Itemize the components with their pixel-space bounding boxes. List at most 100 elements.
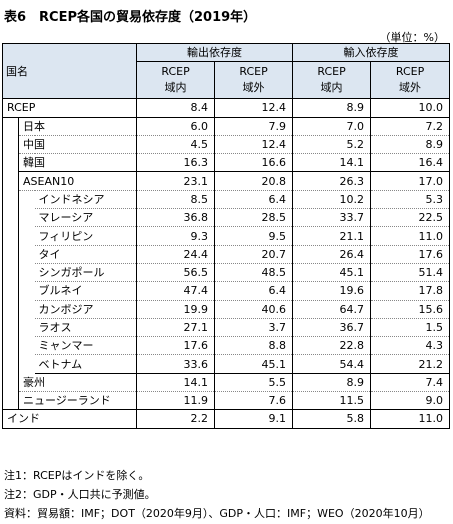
row-value: 11.0 [370, 226, 451, 246]
row-value: 15.6 [370, 300, 451, 319]
col-import-rcep-in: RCEP 域内 [292, 61, 372, 100]
row-value: 8.8 [214, 336, 294, 356]
table-row: ミャンマー 17.6 8.8 22.8 4.3 [2, 336, 451, 356]
table-row: カンボジア 19.9 40.6 64.7 15.6 [2, 300, 451, 319]
row-value: 33.7 [292, 208, 372, 228]
row-value: 36.7 [292, 318, 372, 338]
row-value: 7.0 [292, 117, 372, 136]
row-value: 33.6 [136, 354, 216, 374]
row-value: 19.6 [292, 281, 372, 301]
row-name: 豪州 [17, 373, 138, 393]
table-row: 日本 6.0 7.9 7.0 7.2 [2, 117, 451, 136]
row-value: 20.8 [214, 171, 294, 191]
row-value: 8.9 [370, 135, 451, 155]
row-value: 16.4 [370, 153, 451, 173]
row-value: 6.0 [136, 117, 216, 136]
col-import-rcep-out: RCEP 域外 [370, 61, 451, 100]
row-value: 1.5 [370, 318, 451, 338]
row-value: 5.3 [370, 190, 451, 210]
row-value: 45.1 [214, 354, 294, 374]
row-value: 20.7 [214, 245, 294, 264]
table-row: 豪州 14.1 5.5 8.9 7.4 [2, 373, 451, 393]
row-value: 4.3 [370, 336, 451, 356]
row-value: 8.9 [292, 98, 372, 118]
row-value: 5.8 [292, 409, 372, 429]
row-value: 7.2 [370, 117, 451, 136]
row-value: 54.4 [292, 354, 372, 374]
table-row: シンガポール 56.5 48.5 45.1 51.4 [2, 263, 451, 283]
row-value: 8.9 [292, 373, 372, 393]
row-value: 9.1 [214, 409, 294, 429]
table-row: インド 2.2 9.1 5.8 11.0 [1, 409, 451, 429]
row-value: 19.9 [136, 300, 216, 319]
row-name: RCEP [1, 98, 138, 118]
col-export-rcep-in: RCEP 域内 [136, 61, 216, 100]
row-name: 中国 [17, 135, 138, 155]
row-value: 26.4 [292, 245, 372, 264]
table-row: ニュージーランド 11.9 7.6 11.5 9.0 [2, 391, 451, 411]
row-name: 韓国 [17, 153, 138, 173]
table-row: マレーシア 36.8 28.5 33.7 22.5 [2, 208, 451, 228]
import-group-header: 輸入依存度 [292, 42, 451, 63]
notes: 注1：RCEPはインドを除く。 注2：GDP・人口共に予測値。 資料：貿易額：I… [4, 466, 430, 523]
row-value: 8.5 [136, 190, 216, 210]
row-value: 21.1 [292, 226, 372, 246]
row-value: 26.3 [292, 171, 372, 191]
table-row: インドネシア 8.5 6.4 10.2 5.3 [2, 190, 451, 210]
row-value: 28.5 [214, 208, 294, 228]
row-value: 23.1 [136, 171, 216, 191]
row-value: 8.4 [136, 98, 216, 118]
row-name: ラオス [34, 318, 138, 338]
row-value: 47.4 [136, 281, 216, 301]
export-group-header: 輸出依存度 [136, 42, 294, 63]
row-value: 3.7 [214, 318, 294, 338]
row-value: 17.0 [370, 171, 451, 191]
table-row: ブルネイ 47.4 6.4 19.6 17.8 [2, 281, 451, 301]
row-value: 11.5 [292, 391, 372, 411]
unit-label: （単位：%） [379, 31, 445, 44]
row-value: 21.2 [370, 354, 451, 374]
table-row: ASEAN10 23.1 20.8 26.3 17.0 [2, 171, 451, 191]
row-name: ASEAN10 [17, 171, 138, 191]
row-value: 36.8 [136, 208, 216, 228]
row-value: 56.5 [136, 263, 216, 283]
table-row: ラオス 27.1 3.7 36.7 1.5 [2, 318, 451, 338]
row-value: 10.0 [370, 98, 451, 118]
table-body: RCEP 8.4 12.4 8.9 10.0 日本 6.0 7.9 7.0 7.2 中国 4.5 12.… [1, 98, 451, 429]
row-name: ベトナム [34, 354, 138, 374]
row-value: 6.4 [214, 190, 294, 210]
table-row: 韓国 16.3 16.6 14.1 16.4 [2, 153, 451, 173]
row-value: 6.4 [214, 281, 294, 301]
row-name: インド [1, 409, 138, 429]
row-value: 22.8 [292, 336, 372, 356]
row-value: 7.4 [370, 373, 451, 393]
row-value: 5.5 [214, 373, 294, 393]
row-value: 9.5 [214, 226, 294, 246]
row-name: タイ [34, 245, 138, 264]
row-value: 51.4 [370, 263, 451, 283]
table-row: タイ 24.4 20.7 26.4 17.6 [2, 245, 451, 264]
row-value: 16.3 [136, 153, 216, 173]
table-row: フィリピン 9.3 9.5 21.1 11.0 [2, 226, 451, 246]
note-2: 注2：GDP・人口共に予測値。 [4, 488, 156, 501]
row-value: 17.8 [370, 281, 451, 301]
row-value: 14.1 [136, 373, 216, 393]
row-name: シンガポール [34, 263, 138, 283]
row-value: 40.6 [214, 300, 294, 319]
row-value: 5.2 [292, 135, 372, 155]
row-name: カンボジア [34, 300, 138, 319]
row-value: 4.5 [136, 135, 216, 155]
row-value: 64.7 [292, 300, 372, 319]
row-name: インドネシア [34, 190, 138, 210]
table-title: 表6 RCEP各国の貿易依存度（2019年） [4, 10, 257, 25]
trade-dependency-table: 国名 輸出依存度 輸入依存度 RCEP 域内 RCEP 域外 RCEP 域内 RCEP… [1, 42, 451, 429]
row-value: 9.3 [136, 226, 216, 246]
col-export-rcep-out: RCEP 域外 [214, 61, 294, 100]
table-row: 中国 4.5 12.4 5.2 8.9 [2, 135, 451, 155]
row-value: 24.4 [136, 245, 216, 264]
table-row: RCEP 8.4 12.4 8.9 10.0 [1, 98, 451, 118]
row-name: 日本 [17, 117, 138, 136]
row-value: 10.2 [292, 190, 372, 210]
row-name: ミャンマー [34, 336, 138, 356]
row-value: 45.1 [292, 263, 372, 283]
